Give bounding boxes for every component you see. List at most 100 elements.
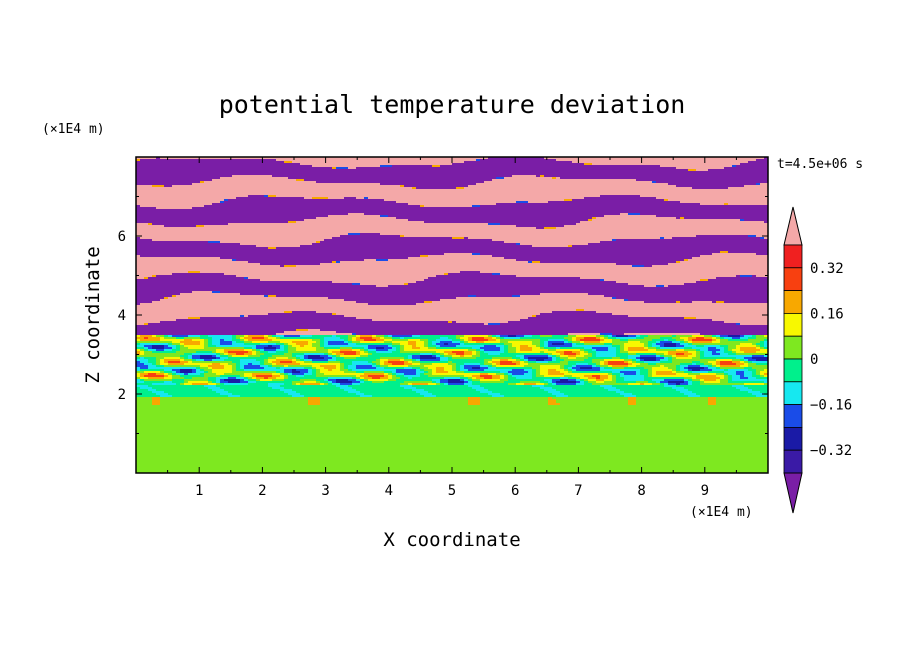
field-cell <box>484 341 501 344</box>
field-cell <box>360 379 365 382</box>
field-cell <box>744 357 753 360</box>
field-cell <box>180 341 201 344</box>
field-cell <box>680 343 689 346</box>
field-cell <box>488 365 493 368</box>
field-cell <box>564 393 621 396</box>
field-cell <box>564 343 573 346</box>
field-cell <box>748 365 768 368</box>
field-cell <box>628 299 768 302</box>
field-cell <box>672 355 677 358</box>
field-cell <box>752 393 765 396</box>
field-cell <box>172 185 401 188</box>
field-cell <box>256 349 261 352</box>
field-cell <box>740 349 761 352</box>
field-cell <box>340 351 357 354</box>
field-cell <box>540 365 561 368</box>
field-cell <box>192 183 381 186</box>
field-cell <box>548 339 565 342</box>
field-cell <box>556 159 757 162</box>
field-cell <box>488 389 545 392</box>
field-cell <box>192 369 197 372</box>
field-cell <box>152 301 357 304</box>
field-cell <box>608 373 613 376</box>
field-cell <box>712 341 721 344</box>
field-cell <box>456 363 465 366</box>
field-cell <box>148 359 157 362</box>
field-cell <box>744 383 765 386</box>
field-cell <box>264 377 269 380</box>
field-cell <box>600 363 605 366</box>
field-cell <box>740 365 749 368</box>
field-cell <box>308 355 321 358</box>
field-cell <box>576 339 581 342</box>
field-cell <box>688 381 693 384</box>
field-cell <box>136 163 301 166</box>
field-cell <box>616 337 637 340</box>
field-cell <box>148 223 153 226</box>
field-cell <box>692 383 701 386</box>
field-cell <box>392 363 405 366</box>
field-cell <box>296 349 317 352</box>
field-cell <box>508 341 533 344</box>
field-cell <box>376 351 393 354</box>
field-cell <box>476 159 481 162</box>
field-cell <box>680 367 685 370</box>
field-cell <box>592 383 629 386</box>
field-cell <box>652 375 697 378</box>
field-cell <box>320 369 329 372</box>
field-cell <box>340 349 353 352</box>
field-cell <box>136 169 689 172</box>
field-cell <box>584 349 593 352</box>
field-cell <box>400 235 405 238</box>
field-cell <box>616 379 625 382</box>
field-cell <box>264 353 285 356</box>
field-cell <box>220 355 229 358</box>
field-cell <box>584 347 593 350</box>
field-cell <box>736 363 745 366</box>
field-cell <box>396 347 401 350</box>
field-cell <box>368 351 377 354</box>
field-cell <box>136 177 221 180</box>
field-cell <box>728 381 765 384</box>
field-cell <box>352 383 361 386</box>
field-cell <box>136 401 153 404</box>
field-cell <box>728 203 768 206</box>
field-cell <box>520 243 589 246</box>
field-cell <box>668 339 677 342</box>
field-cell <box>544 375 565 378</box>
field-cell <box>376 347 385 350</box>
field-cell <box>476 351 481 354</box>
field-cell <box>620 345 625 348</box>
field-cell <box>524 365 541 368</box>
field-cell <box>416 373 421 376</box>
field-cell <box>652 339 665 342</box>
field-cell <box>612 333 625 336</box>
field-cell <box>316 217 397 220</box>
field-cell <box>216 353 221 356</box>
field-cell <box>224 273 445 276</box>
field-cell <box>240 243 313 246</box>
field-cell <box>412 355 421 358</box>
field-cell <box>408 219 589 222</box>
field-cell <box>464 371 501 374</box>
y-axis-label: Z coordinate <box>82 246 104 383</box>
field-cell <box>372 395 425 398</box>
field-cell <box>136 413 768 416</box>
field-cell <box>432 379 441 382</box>
field-cell <box>140 387 153 390</box>
field-cell <box>476 377 485 380</box>
field-cell <box>212 179 297 182</box>
field-cell <box>312 367 317 370</box>
field-cell <box>136 173 768 176</box>
field-cell <box>360 349 365 352</box>
field-cell <box>220 241 317 244</box>
field-cell <box>480 363 485 366</box>
field-cell <box>584 343 605 346</box>
field-cell <box>332 351 341 354</box>
field-cell <box>480 399 549 402</box>
field-cell <box>760 375 765 378</box>
field-cell <box>676 261 681 264</box>
field-cell <box>480 367 489 370</box>
field-cell <box>736 387 749 390</box>
field-cell <box>656 215 768 218</box>
